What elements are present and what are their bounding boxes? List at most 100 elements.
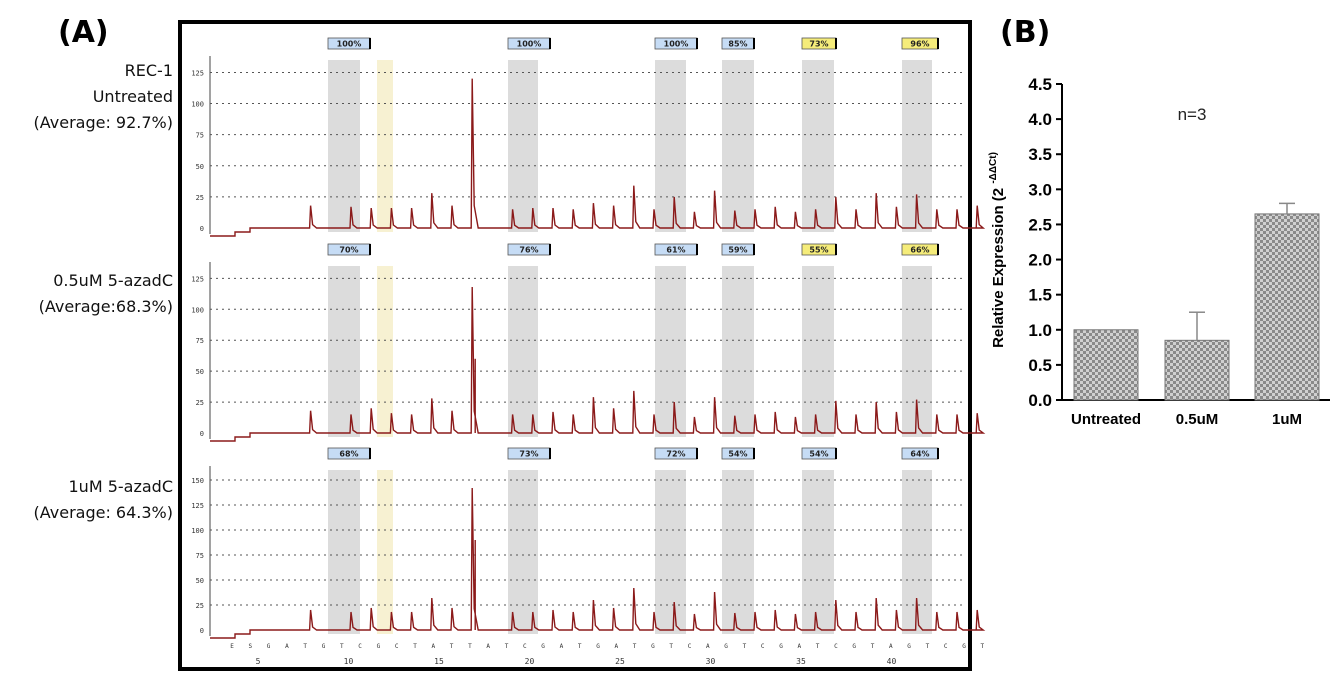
y-tick-label: 100 [191, 306, 204, 314]
methylation-badge: 96% [901, 37, 939, 50]
row-label-line: (Average: 92.7%) [34, 113, 174, 132]
badge-label: 76% [519, 246, 538, 255]
y-tick-label: 150 [191, 477, 204, 485]
y-tick-label: 75 [196, 132, 204, 140]
y-tick-label: 125 [191, 275, 204, 283]
row-label-line: REC-1 [125, 61, 173, 80]
y-tick-label: 50 [196, 577, 204, 585]
badge-label: 72% [666, 450, 685, 459]
sequence-letter: E [230, 643, 234, 650]
methylation-badge: 68% [327, 447, 371, 460]
badge-label: 66% [910, 246, 929, 255]
bar [1254, 213, 1320, 401]
badge-label: 54% [809, 450, 828, 459]
sequence-letter: T [743, 643, 747, 650]
badge-label: 96% [910, 40, 929, 49]
sequence-letter: G [322, 643, 326, 650]
control-band [377, 60, 393, 232]
methylation-badge: 55% [801, 243, 837, 256]
badge-label: 59% [728, 246, 747, 255]
pyrogram-frame [178, 20, 972, 671]
y-tick-label: 0.0 [1028, 391, 1052, 410]
sequence-letter: T [450, 643, 454, 650]
cpg-band [328, 266, 360, 437]
y-axis-label-main: Relative Expression (2 [990, 184, 1007, 348]
sequence-letter: G [779, 643, 783, 650]
panel-b-letter: (B) [1000, 15, 1050, 50]
sequence-letter: G [596, 643, 600, 650]
sequence-letter: A [706, 643, 710, 650]
methylation-badge: 66% [901, 243, 939, 256]
control-band [377, 470, 393, 634]
sequence-letter: G [377, 643, 381, 650]
badge-label: 85% [728, 40, 747, 49]
y-tick-label: 1.0 [1028, 321, 1052, 340]
sequence-letter: G [651, 643, 655, 650]
sequence-letter: T [578, 643, 582, 650]
badge-label: 61% [666, 246, 685, 255]
sequence-letter: A [560, 643, 564, 650]
x-tick-label: 15 [434, 657, 444, 666]
methylation-badge: 54% [721, 447, 755, 460]
sequence-letter: C [834, 643, 838, 650]
sequence-letter: A [285, 643, 289, 650]
sequence-letter: T [871, 643, 875, 650]
sequence-letter: T [669, 643, 673, 650]
cpg-band [802, 470, 834, 634]
y-tick-label: 0 [200, 430, 204, 438]
sequence-letter: A [486, 643, 490, 650]
methylation-badge: 61% [654, 243, 698, 256]
y-tick-label: 125 [191, 69, 204, 77]
control-band [377, 266, 393, 437]
badge-label: 64% [910, 450, 929, 459]
x-category-label: 1uM [1272, 411, 1302, 428]
sequence-letter: A [614, 643, 618, 650]
y-tick-label: 1.5 [1028, 286, 1052, 305]
y-tick-label: 2.0 [1028, 251, 1052, 270]
sequence-letter: S [248, 643, 252, 650]
bar [1164, 339, 1230, 401]
y-tick-label: 75 [196, 337, 204, 345]
row-label-line: 1uM 5-azadC [69, 477, 174, 496]
pyrogram-row: 0 25 50 75 100 125 100% 100% 100% 85% 73% 96% [191, 37, 986, 237]
pyrogram-trace [210, 287, 986, 442]
row-label-line: (Average: 64.3%) [34, 503, 174, 522]
n-annotation: n=3 [1178, 105, 1207, 124]
y-tick-label: 75 [196, 552, 204, 560]
y-tick-label: 3.0 [1028, 180, 1052, 199]
x-category-label: Untreated [1071, 411, 1141, 428]
pyrogram-row: 0 25 50 75 100 125 150 68% 73% 72% 54% 54% 64% [191, 447, 986, 639]
sequence-letter: T [340, 643, 344, 650]
y-tick-label: 100 [191, 101, 204, 109]
row-label-line: (Average:68.3%) [39, 297, 173, 316]
x-tick-label: 20 [525, 657, 535, 666]
badge-label: 68% [339, 450, 358, 459]
methylation-badge: 85% [721, 37, 755, 50]
row-label: 1uM 5-azadC (Average: 64.3%) [34, 477, 174, 522]
methylation-badge: 76% [507, 243, 551, 256]
bar-chart: 0.0 0.5 1.0 1.5 2.0 2.5 3.0 3.5 4.0 4.5 Untreated 0… [988, 75, 1330, 428]
y-tick-label: 4.5 [1028, 75, 1052, 94]
panel-a-letter: (A) [58, 15, 109, 50]
methylation-badge: 100% [654, 37, 698, 50]
row-labels: REC-1 Untreated (Average: 92.7%) 0.5uM 5-az… [34, 61, 174, 522]
sequence-letter: G [852, 643, 856, 650]
x-tick-label: 35 [796, 657, 806, 666]
cpg-band [655, 470, 686, 634]
y-tick-label: 25 [196, 399, 204, 407]
cpg-band [508, 470, 538, 634]
cpg-band [508, 60, 538, 232]
y-tick-label: 125 [191, 502, 204, 510]
methylation-badge: 100% [507, 37, 551, 50]
badge-label: 100% [517, 40, 542, 49]
methylation-badge: 54% [801, 447, 837, 460]
x-tick-label: 10 [344, 657, 354, 666]
badge-label: 54% [728, 450, 747, 459]
badge-label: 73% [519, 450, 538, 459]
sequence-letter: T [816, 643, 820, 650]
y-tick-label: 3.5 [1028, 145, 1052, 164]
badge-label: 100% [664, 40, 689, 49]
y-tick-label: 0 [200, 627, 204, 635]
sequence-letter: C [358, 643, 362, 650]
